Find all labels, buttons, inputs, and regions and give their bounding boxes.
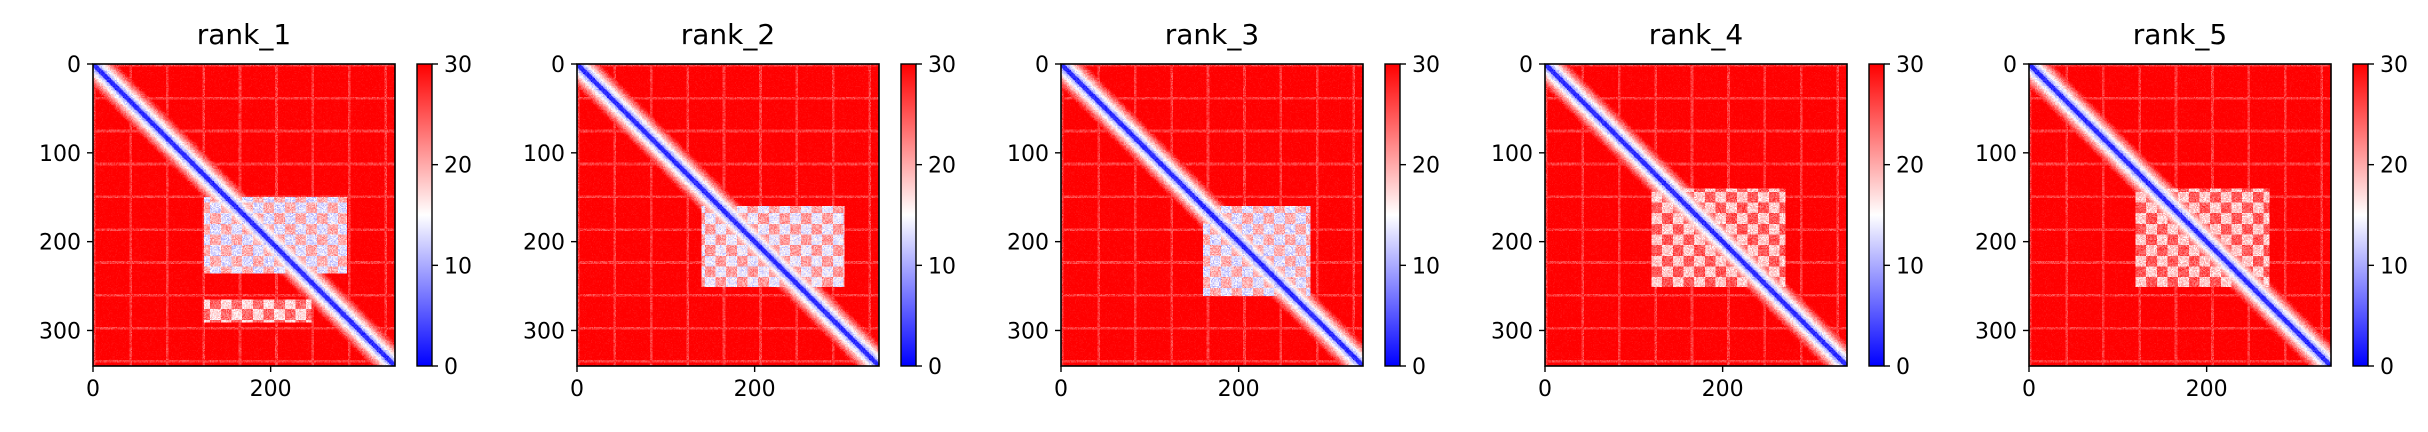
y-tick-label: 300 — [1007, 319, 1049, 344]
heatmap-image — [1545, 64, 1847, 366]
y-tick-label: 0 — [551, 53, 565, 78]
axes-frame — [1544, 63, 1848, 367]
x-tick-label: 200 — [1702, 377, 1744, 402]
y-tick-label: 0 — [1519, 53, 1533, 78]
colorbar-tick-label: 20 — [1412, 154, 1440, 179]
colorbar-tick-label: 20 — [444, 154, 472, 179]
x-tick-label: 0 — [1054, 377, 1068, 402]
x-tick-label: 200 — [1218, 377, 1260, 402]
colorbar — [1868, 63, 1885, 367]
y-tick-label: 200 — [523, 231, 565, 256]
y-tick-label: 0 — [1035, 53, 1049, 78]
colorbar-tick-label: 20 — [1896, 154, 1924, 179]
axes-frame — [92, 63, 396, 367]
colorbar-tick-label: 30 — [444, 53, 472, 78]
x-tick-label: 200 — [250, 377, 292, 402]
y-tick-label: 300 — [1491, 319, 1533, 344]
colorbar — [2352, 63, 2369, 367]
axes-frame — [1060, 63, 1364, 367]
colorbar — [900, 63, 917, 367]
heatmap-image — [1061, 64, 1363, 366]
panel-title: rank_1 — [197, 18, 291, 51]
colorbar-tick-label: 10 — [444, 254, 472, 279]
x-tick-label: 200 — [734, 377, 776, 402]
colorbar-tick-label: 20 — [928, 154, 956, 179]
y-tick-label: 200 — [39, 231, 81, 256]
x-tick-label: 0 — [570, 377, 584, 402]
y-tick-label: 200 — [1491, 231, 1533, 256]
colorbar-tick-label: 30 — [1896, 53, 1924, 78]
colorbar — [416, 63, 433, 367]
y-tick-label: 300 — [39, 319, 81, 344]
axes-frame — [576, 63, 880, 367]
panel-title: rank_5 — [2133, 18, 2227, 51]
y-tick-label: 100 — [1975, 142, 2017, 167]
y-tick-label: 100 — [1491, 142, 1533, 167]
y-tick-label: 300 — [1975, 319, 2017, 344]
y-tick-label: 0 — [67, 53, 81, 78]
colorbar-tick-label: 10 — [2380, 254, 2408, 279]
colorbar-tick-label: 0 — [444, 355, 458, 380]
panel-rank_2: rank_2 0 100 200 300 0 200 0 10 20 30 — [523, 18, 956, 402]
heatmap-image — [577, 64, 879, 366]
panel-rank_3: rank_3 0 100 200 300 0 200 0 10 20 30 — [1007, 18, 1440, 402]
x-tick-label: 0 — [1538, 377, 1552, 402]
colorbar-tick-label: 0 — [928, 355, 942, 380]
axes-frame — [2028, 63, 2332, 367]
heatmap-image — [2029, 64, 2331, 366]
colorbar-tick-label: 10 — [1896, 254, 1924, 279]
colorbar-tick-label: 30 — [1412, 53, 1440, 78]
y-tick-label: 300 — [523, 319, 565, 344]
colorbar-tick-label: 20 — [2380, 154, 2408, 179]
x-tick-label: 200 — [2186, 377, 2228, 402]
y-tick-label: 200 — [1007, 231, 1049, 256]
panel-rank_1: rank_1 0 100 200 300 0 200 0 10 20 30 — [39, 18, 472, 402]
y-tick-label: 200 — [1975, 231, 2017, 256]
x-tick-label: 0 — [2022, 377, 2036, 402]
panel-title: rank_3 — [1165, 18, 1259, 51]
y-tick-label: 100 — [39, 142, 81, 167]
heatmap-image — [93, 64, 395, 366]
x-tick-label: 0 — [86, 377, 100, 402]
colorbar-tick-label: 0 — [2380, 355, 2394, 380]
panel-title: rank_2 — [681, 18, 775, 51]
colorbar-tick-label: 10 — [928, 254, 956, 279]
panel-rank_5: rank_5 0 100 200 300 0 200 0 10 20 30 — [1975, 18, 2408, 402]
y-tick-label: 100 — [1007, 142, 1049, 167]
colorbar-tick-label: 0 — [1896, 355, 1910, 380]
panel-rank_4: rank_4 0 100 200 300 0 200 0 10 20 30 — [1491, 18, 1924, 402]
colorbar-tick-label: 10 — [1412, 254, 1440, 279]
colorbar — [1384, 63, 1401, 367]
colorbar-tick-label: 0 — [1412, 355, 1426, 380]
colorbar-tick-label: 30 — [2380, 53, 2408, 78]
y-tick-label: 0 — [2003, 53, 2017, 78]
y-tick-label: 100 — [523, 142, 565, 167]
colorbar-tick-label: 30 — [928, 53, 956, 78]
panel-title: rank_4 — [1649, 18, 1743, 51]
